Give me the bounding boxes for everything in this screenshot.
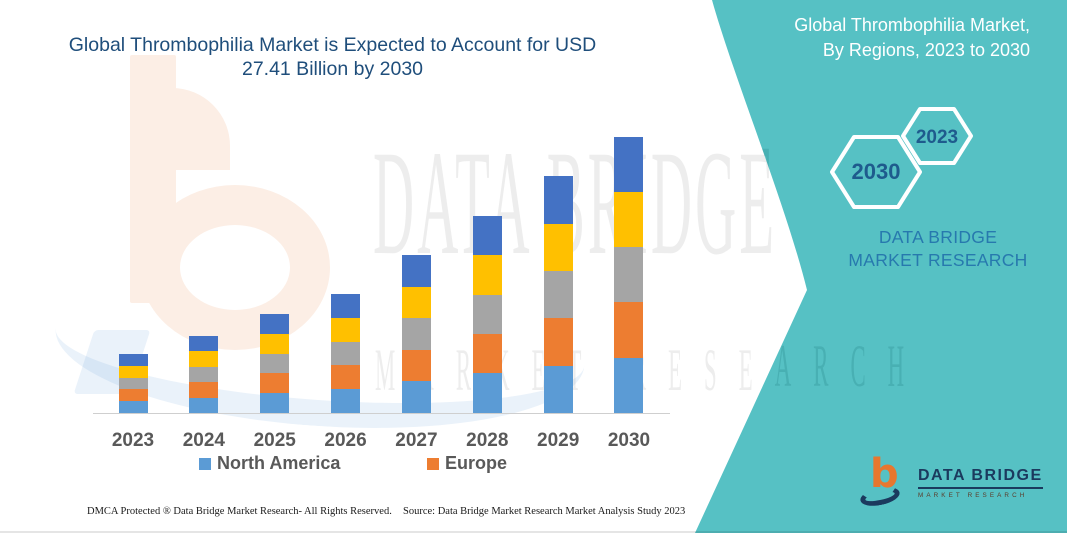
bar-segment	[118, 389, 148, 402]
logo-swoosh	[858, 484, 902, 509]
x-tick-label-2027: 2027	[395, 430, 438, 451]
bar-segment	[472, 294, 502, 335]
bar-segment	[401, 255, 431, 287]
bar-segment	[260, 353, 290, 374]
x-tick-label-2024: 2024	[182, 430, 225, 451]
bar-segment	[331, 317, 361, 342]
legend-label-europe: Europe	[445, 453, 508, 473]
logo-subtitle: MARKET RESEARCH	[918, 492, 1028, 499]
bar-segment	[260, 393, 290, 413]
bar-segment	[189, 351, 219, 367]
bar-segment	[543, 223, 573, 271]
dbmr-logo-text: DATA BRIDGE MARKET RESEARCH	[918, 459, 1043, 499]
bar-segment	[401, 349, 431, 382]
stacked-bar-2029	[543, 176, 573, 413]
dbmr-brand-text: DATA BRIDGE MARKET RESEARCH	[848, 227, 1028, 270]
bar-segment	[189, 335, 219, 352]
x-tick-label-2026: 2026	[324, 430, 367, 451]
bar-segment	[543, 318, 573, 366]
bar-segment	[543, 365, 573, 413]
x-axis-line	[93, 413, 670, 414]
bar-segment	[118, 365, 148, 378]
legend-swatch-europe	[427, 457, 439, 470]
legend-swatch-north-america	[199, 457, 211, 470]
bar-segment	[614, 302, 644, 358]
legend-item-europe: Europe	[427, 453, 507, 474]
dbmr-logo-icon: b	[858, 451, 912, 511]
bar-segment	[401, 286, 431, 319]
bar-segment	[472, 255, 502, 295]
bar-segment	[331, 341, 361, 366]
stacked-bar-2030	[614, 136, 644, 413]
bar-segment	[260, 333, 290, 354]
bar-segment	[331, 389, 361, 413]
bar-segment	[118, 401, 148, 413]
bar-segment	[189, 366, 219, 383]
bar-segment	[614, 357, 644, 413]
logo-name: DATA BRIDGE	[918, 467, 1043, 489]
stacked-bar-2027	[401, 255, 431, 413]
bar-segment	[260, 314, 290, 334]
bar-segment	[401, 381, 431, 413]
bar-segment	[472, 215, 502, 256]
bar-segment	[543, 176, 573, 224]
bar-segment	[614, 247, 644, 303]
bar-segment	[472, 334, 502, 374]
bar-segment	[260, 373, 290, 394]
bar-segment	[614, 191, 644, 248]
stacked-bar-2024	[189, 335, 219, 413]
x-tick-label-2030: 2030	[607, 430, 651, 451]
bar-segment	[189, 397, 219, 413]
bar-segment	[331, 365, 361, 390]
bar-segment	[543, 271, 573, 319]
legend-label-north-america: North America	[217, 453, 341, 473]
bar-segment	[331, 293, 361, 318]
legend-item-north-america: North America	[199, 453, 340, 474]
bar-segment	[614, 136, 644, 192]
x-tick-label-2025: 2025	[253, 430, 296, 451]
x-tick-label-2023: 2023	[111, 430, 155, 451]
dmca-footer-text: DMCA Protected ® Data Bridge Market Rese…	[87, 506, 392, 517]
stacked-bar-2023	[118, 353, 148, 413]
bar-segment	[189, 382, 219, 398]
bar-segment	[472, 373, 502, 413]
bottom-border-line	[0, 531, 1067, 533]
dbmr-logo: b DATA BRIDGE MARKET RESEARCH	[858, 451, 1043, 511]
chart-title: Global Thrombophilia Market is Expected …	[68, 34, 597, 80]
stacked-bar-2028	[472, 215, 502, 413]
x-tick-label-2029: 2029	[537, 430, 580, 451]
stacked-bar-2025	[260, 314, 290, 413]
panel-heading: Global Thrombophilia Market, By Regions,…	[794, 15, 1030, 60]
bar-segment	[118, 377, 148, 390]
bar-segment	[401, 318, 431, 350]
stacked-bar-2026	[331, 293, 361, 413]
source-footer-text: Source: Data Bridge Market Research Mark…	[403, 506, 686, 517]
bar-segment	[118, 353, 148, 366]
x-tick-label-2028: 2028	[466, 430, 509, 451]
